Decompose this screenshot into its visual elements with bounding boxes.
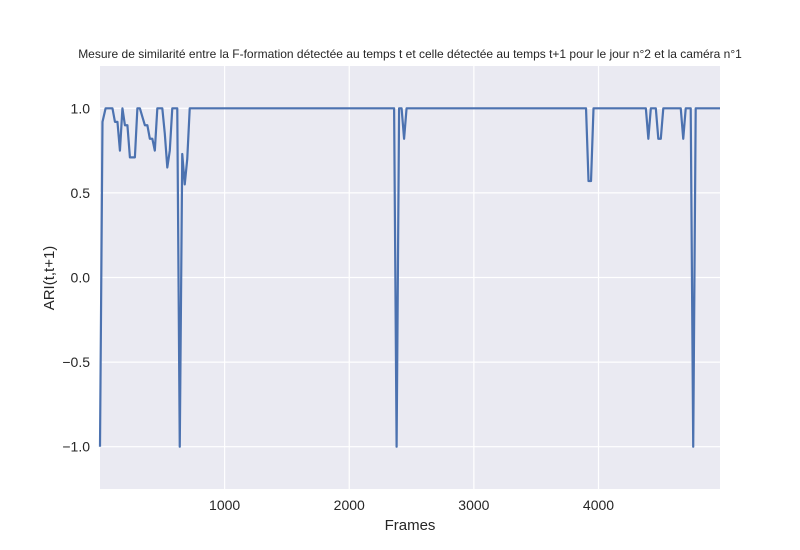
y-grid-lines	[100, 107, 720, 448]
x-tick-label: 1000	[209, 497, 240, 513]
y-tick-label: 1.0	[71, 100, 91, 116]
y-tick-label: 0.0	[71, 270, 91, 286]
y-tick-label: −0.5	[62, 354, 90, 370]
x-tick-label: 2000	[334, 497, 365, 513]
y-tick-label: 0.5	[71, 185, 91, 201]
y-axis-label: ARI(t,t+1)	[41, 246, 58, 311]
x-tick-labels: 1000 2000 3000 4000	[209, 497, 614, 513]
x-axis-label: Frames	[385, 517, 436, 534]
series-line-1	[98, 107, 720, 448]
series-layer	[98, 107, 720, 448]
y-tick-label: −1.0	[62, 439, 90, 455]
x-tick-label: 4000	[583, 497, 614, 513]
chart-title: Mesure de similarité entre la F-formatio…	[78, 47, 742, 61]
x-tick-label: 3000	[458, 497, 489, 513]
y-tick-labels: 1.0 0.5 0.0 −0.5 −1.0	[62, 100, 90, 454]
